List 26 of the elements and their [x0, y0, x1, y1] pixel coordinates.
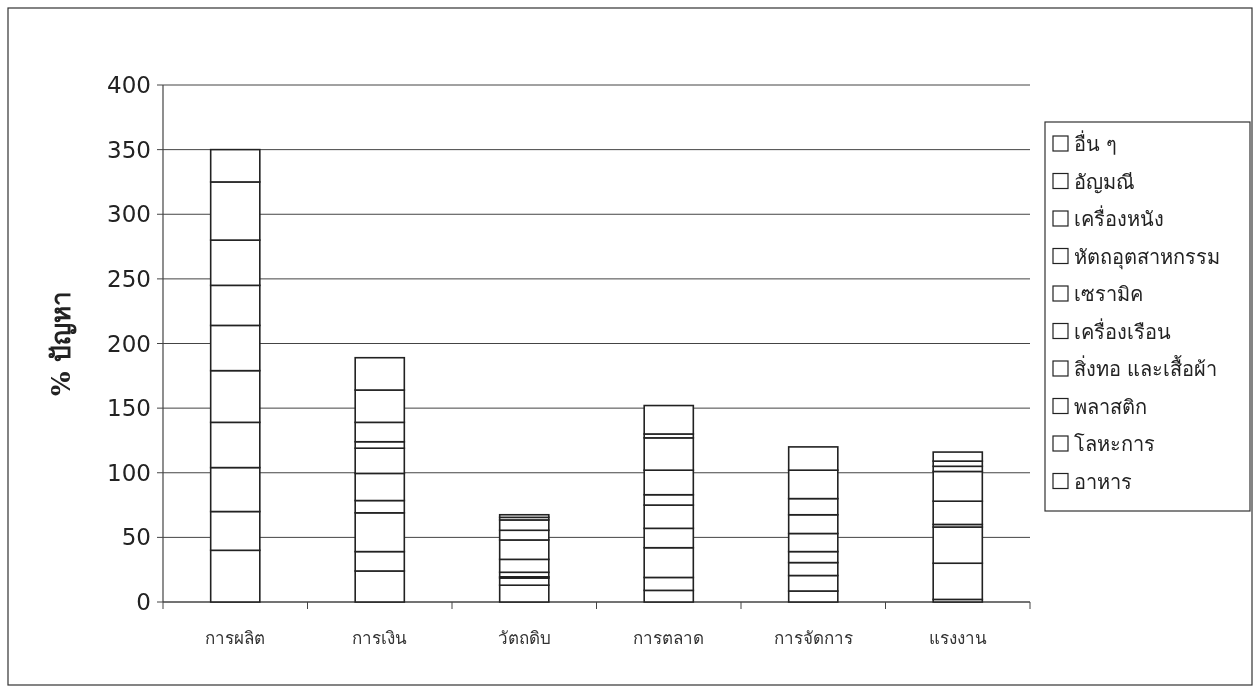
y-tick-label: 0 [136, 589, 151, 615]
legend-label: อาหาร [1074, 469, 1132, 494]
y-tick-label: 300 [107, 201, 151, 228]
y-tick-label: 50 [121, 524, 151, 551]
y-tick-label: 250 [107, 265, 151, 292]
y-tick-label: 100 [107, 459, 151, 486]
x-tick-label: วัตถดิบ [497, 628, 551, 648]
legend-label: เครื่องหนัง [1074, 205, 1164, 231]
legend-label: อัญมณี [1074, 169, 1135, 194]
y-tick-label: 150 [107, 395, 151, 422]
x-tick-label: การผลิต [205, 628, 266, 648]
x-tick-label: แรงงาน [928, 628, 987, 648]
legend-label: เซรามิค [1074, 282, 1143, 306]
legend-label: หัตถอุตสาหกรรม [1074, 244, 1220, 270]
legend-label: เครื่องเรือน [1074, 317, 1171, 344]
x-tick-label: การเงิน [352, 628, 408, 648]
legend-label: พลาสติก [1074, 394, 1147, 419]
y-tick-label: 200 [107, 330, 151, 357]
x-tick-label: การตลาด [633, 628, 705, 648]
legend-label: อื่น ๆ [1074, 130, 1118, 156]
x-tick-label: การจัดการ [773, 628, 853, 648]
legend-label: สิ่งทอ และเสื้อผ้า [1074, 355, 1218, 381]
legend-label: โลหะการ [1074, 432, 1155, 456]
y-tick-label: 350 [107, 136, 151, 163]
y-tick-label: 400 [107, 72, 151, 98]
y-axis-title: % ปัญหา [46, 291, 77, 396]
